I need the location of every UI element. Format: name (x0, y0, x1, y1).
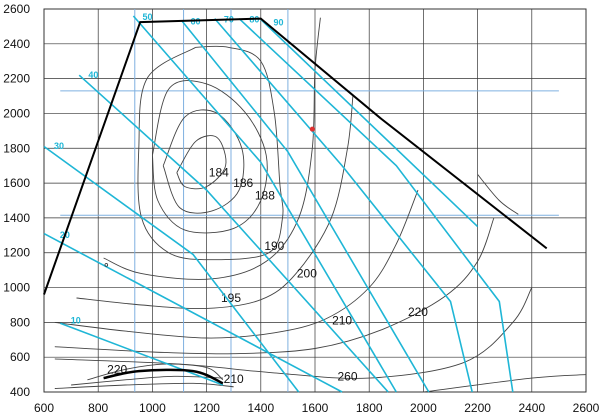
y-tick-label-1600: 1600 (3, 176, 30, 190)
contour-2 (151, 80, 268, 234)
y-tick-label-1200: 1200 (3, 246, 30, 260)
contour-0 (176, 135, 227, 190)
x-tick-label-800: 800 (88, 401, 108, 415)
contour-4 (103, 17, 321, 280)
power-line-label-90: 90 (273, 18, 283, 28)
power-line-20 (43, 232, 343, 393)
tick-labels: 600 800 1000 1200 1400 1600 1800 2000 2200 2400 26… (3, 2, 599, 415)
y-tick-label-600: 600 (10, 350, 30, 364)
contour-label-0: 184 (209, 166, 229, 180)
contour-3 (137, 45, 284, 261)
x-tick-label-2400: 2400 (518, 401, 545, 415)
y-tick-label-800: 800 (10, 315, 30, 329)
full-load-boundary (43, 17, 548, 295)
power-line-label-10: 10 (71, 316, 81, 326)
power-line-50 (132, 15, 397, 393)
y-tick-label-1800: 1800 (3, 141, 30, 155)
x-tick-label-1800: 1800 (356, 401, 383, 415)
small-marker-0 (104, 263, 109, 267)
power-line-label-40: 40 (88, 70, 98, 80)
contour-label-5: 200 (297, 267, 317, 281)
x-tick-label-2000: 2000 (410, 401, 437, 415)
x-tick-label-2600: 2600 (573, 401, 600, 415)
x-tick-label-600: 600 (34, 401, 54, 415)
x-tick-label-1600: 1600 (302, 401, 329, 415)
contour-9 (423, 374, 587, 393)
y-tick-label-1000: 1000 (3, 281, 30, 295)
contour-label-6: 210 (332, 314, 352, 328)
x-tick-label-1200: 1200 (193, 401, 220, 415)
y-tick-label-400: 400 (10, 385, 30, 399)
operating-point-0 (309, 126, 315, 132)
contour-6 (54, 189, 419, 339)
low-load-boundary (103, 368, 224, 385)
contour-label-3: 190 (264, 239, 284, 253)
contour-label-2: 188 (255, 188, 275, 202)
y-tick-label-1400: 1400 (3, 211, 30, 225)
power-line-70 (214, 18, 473, 393)
y-tick-label-2200: 2200 (3, 72, 30, 86)
power-line-label-50: 50 (143, 12, 153, 22)
plot-frame (43, 8, 587, 393)
y-tick-label-2000: 2000 (3, 106, 30, 120)
boundary-group (43, 17, 548, 385)
contour-7 (54, 217, 495, 355)
contour-label-7: 220 (408, 305, 428, 319)
power-line-30 (43, 145, 300, 393)
contour-1 (162, 109, 245, 214)
contour-label-4: 195 (221, 291, 241, 305)
markers (104, 126, 315, 267)
contour-label-1: 186 (233, 176, 253, 190)
low-load-contour-label-1: 210 (224, 372, 244, 386)
y-tick-label-2600: 2600 (3, 2, 30, 16)
power-line-80 (238, 18, 514, 393)
x-tick-label-1400: 1400 (247, 401, 274, 415)
contour-10 (477, 174, 519, 215)
contour-label-8: 260 (338, 369, 358, 383)
power-line-90 (260, 18, 479, 228)
y-tick-label-2400: 2400 (3, 37, 30, 51)
x-tick-label-1000: 1000 (139, 401, 166, 415)
power-line-10 (60, 322, 224, 386)
contour-5 (76, 95, 354, 310)
x-tick-label-2200: 2200 (464, 401, 491, 415)
low-load-contour-2 (54, 382, 234, 389)
power-line-60 (181, 20, 430, 393)
power-line-40 (78, 74, 389, 393)
power-line-label-30: 30 (54, 141, 64, 151)
